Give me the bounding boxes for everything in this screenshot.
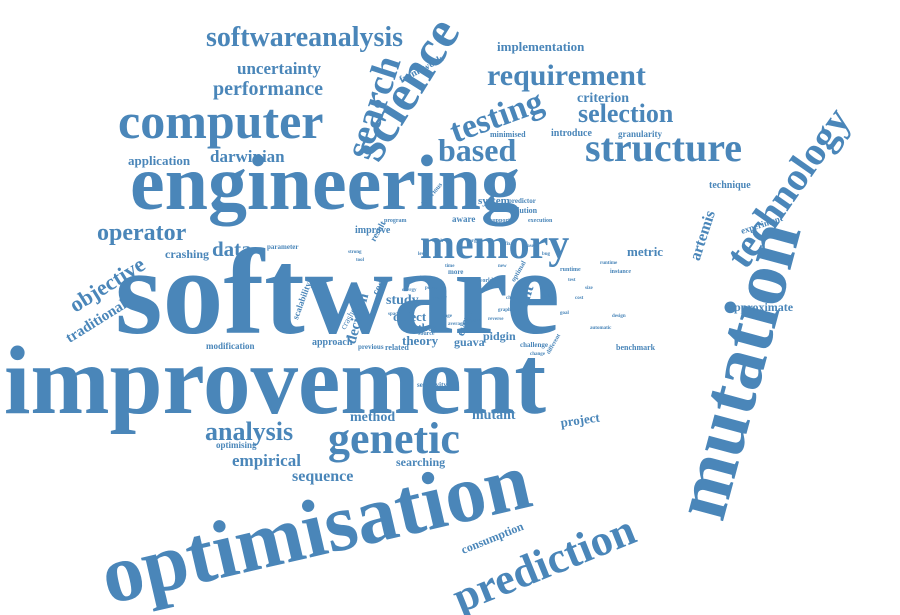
word-technique: technique (709, 181, 751, 191)
word-graph: graph (498, 308, 511, 313)
word-uncertainty: uncertainty (237, 60, 321, 77)
word-method: method (350, 411, 395, 425)
word-reverse: reverse (488, 317, 503, 322)
word-softwareanalysis: softwareanalysis (206, 24, 403, 52)
word-modification: modification (206, 342, 255, 351)
word-bug: bug (542, 252, 550, 257)
word-program: program (384, 218, 407, 224)
word-large: large (468, 239, 479, 244)
word-level: level (418, 252, 428, 257)
word-requirement: requirement (487, 61, 646, 91)
word-runtime: runtime (560, 267, 581, 273)
word-energy: energy (402, 288, 416, 293)
word-world: world (478, 278, 493, 284)
word-based: based (438, 134, 516, 166)
word-execution: execution (528, 218, 552, 224)
word-approximate: approximate (728, 301, 793, 313)
word-memory: memory (420, 224, 569, 266)
word-value: value (541, 293, 555, 299)
word-metric: metric (627, 245, 663, 258)
word-searching: searching (396, 456, 445, 468)
word-minimised: minimised (490, 131, 526, 139)
word-report: report (465, 318, 481, 324)
word-time: time (445, 264, 454, 269)
word-sequence: sequence (292, 469, 353, 485)
word-benchmark: benchmark (616, 344, 655, 352)
word-parameter: parameter (267, 244, 298, 251)
word-instance: instance (610, 269, 631, 275)
word-cost: cost (575, 296, 583, 301)
word-implementation: implementation (497, 40, 584, 53)
word-challenge: challenge (520, 342, 548, 349)
word-size: size (585, 286, 593, 291)
word-tool: tool (356, 258, 364, 263)
word-pidgin: pidgin (483, 330, 516, 342)
word-source: source (418, 331, 435, 337)
word-structure: structure (585, 128, 742, 168)
word-application: application (128, 154, 190, 167)
word-strong: strong (348, 250, 362, 255)
word-sensitivity: sensitivity (417, 382, 447, 389)
word-usage: usage (440, 314, 452, 319)
word-data: data (212, 239, 252, 260)
word-predictor: predictor (508, 198, 536, 205)
word-operator: operator (97, 221, 186, 245)
word-average: average (448, 322, 465, 327)
word-fix: fix (505, 242, 511, 247)
word-support: support (490, 218, 510, 224)
word-related: related (385, 344, 409, 352)
word-design: design (612, 314, 626, 319)
word-granularity: granularity (618, 130, 662, 139)
word-more: more (448, 269, 463, 276)
word-computer: computer (118, 96, 324, 146)
word-empirical: empirical (232, 452, 301, 469)
word-system: system (478, 196, 510, 207)
word-new: new (498, 264, 507, 269)
word-case: case (525, 244, 534, 249)
word-optimising: optimising (216, 441, 257, 450)
word-power: power (425, 286, 438, 291)
word-criterion: criterion (577, 92, 629, 106)
word-darwinian: darwinian (210, 148, 285, 165)
word-mutant: mutant (472, 409, 516, 423)
word-guava: guava (454, 336, 485, 348)
word-test: test (568, 278, 576, 283)
word-project: project (560, 410, 601, 428)
word-performance: performance (213, 79, 323, 99)
word-introduce: introduce (551, 129, 592, 139)
word-quality: quality (432, 296, 447, 301)
word-previous: previous (358, 344, 384, 351)
word-automatic: automatic (590, 326, 611, 331)
word-solution: solution (510, 207, 537, 215)
word-goal: goal (560, 311, 569, 316)
word-crashing: crashing (165, 248, 209, 260)
word-model: model (412, 276, 425, 281)
word-change: change (530, 352, 545, 357)
word-artemis: artemis (688, 209, 719, 263)
word-space: space (388, 312, 400, 317)
word-study: study (386, 294, 419, 308)
word-approach: approach (312, 338, 352, 348)
word-runtime-2: runtime (600, 261, 617, 266)
word-stack: stack (432, 239, 443, 244)
word-chain: chain (506, 296, 518, 301)
word-aware: aware (452, 215, 475, 224)
